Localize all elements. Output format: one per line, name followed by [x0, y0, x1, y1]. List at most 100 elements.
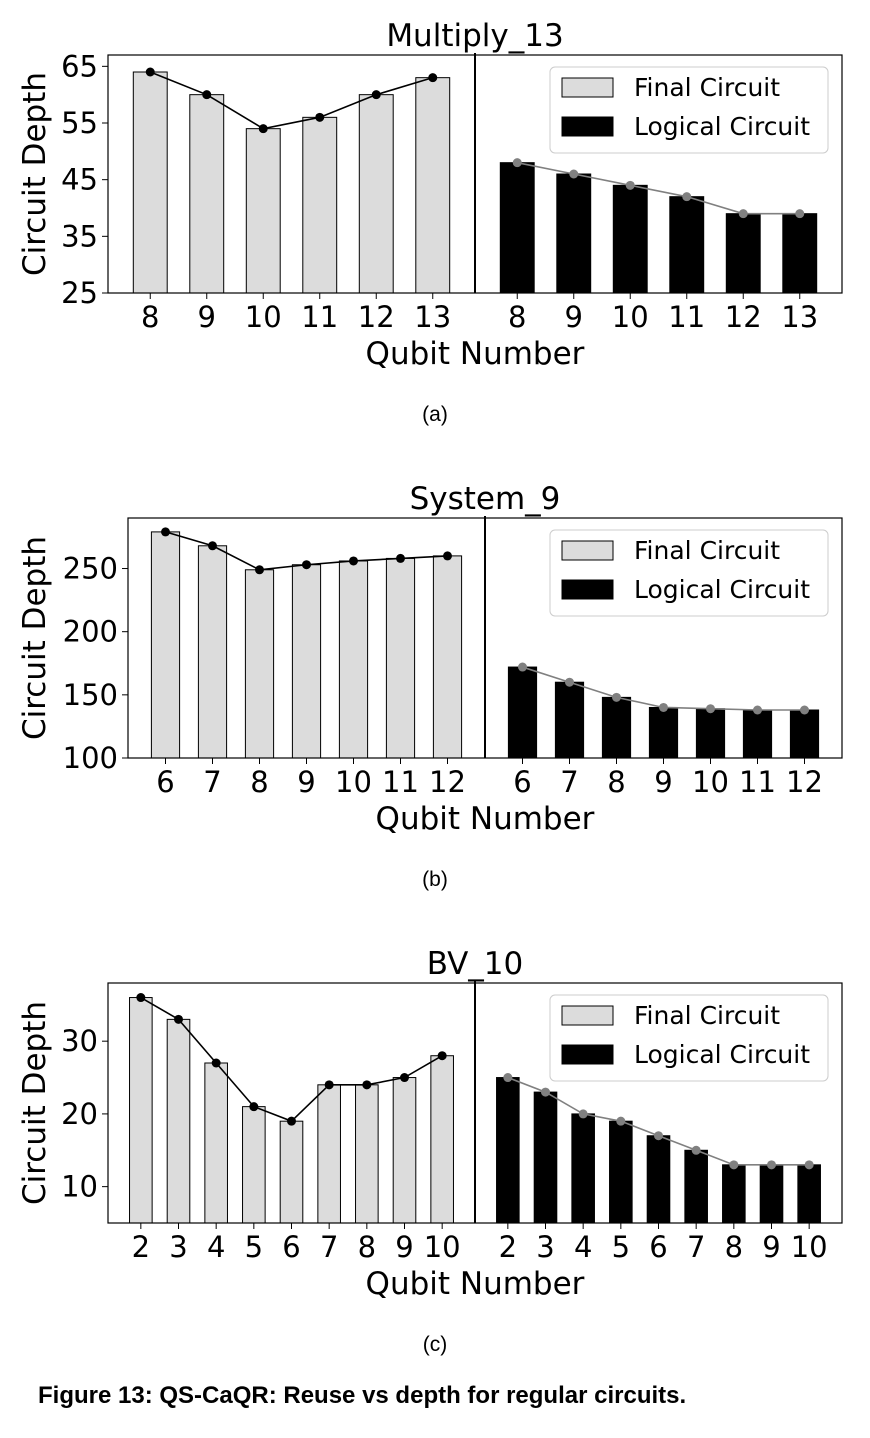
bar-final-11: [302, 116, 338, 294]
bar-logical-4: [571, 1113, 595, 1224]
bar-final-8: [355, 1084, 379, 1224]
y-tick-label: 150: [63, 678, 118, 712]
data-point-logical-8: [729, 1160, 739, 1170]
bar-logical-7: [684, 1149, 708, 1224]
bar-final-10: [430, 1055, 454, 1224]
x-tick-label: 13: [414, 300, 451, 334]
x-tick-label: 11: [739, 765, 776, 799]
data-point-final-13: [428, 73, 438, 83]
bar-logical-6: [646, 1135, 671, 1224]
bar-logical-8: [601, 696, 632, 759]
data-point-logical-12: [800, 705, 809, 715]
data-point-logical-5: [616, 1116, 626, 1126]
bar-final-5: [242, 1106, 266, 1224]
x-tick-label: 11: [668, 300, 705, 334]
x-tick-label: 10: [791, 1230, 828, 1264]
bar-final-3: [166, 1018, 191, 1224]
data-point-logical-7: [565, 677, 574, 687]
bar-final-13: [415, 77, 451, 294]
bar-logical-9: [759, 1164, 784, 1224]
x-axis-label: Qubit Number: [376, 801, 595, 837]
bar-logical-11: [742, 709, 773, 759]
bar-final-9: [291, 564, 322, 759]
bar-final-7: [197, 545, 228, 759]
x-tick-label: 4: [207, 1230, 225, 1264]
data-point-logical-12: [738, 209, 748, 219]
y-tick-label: 45: [61, 163, 98, 197]
x-tick-label: 9: [395, 1230, 413, 1264]
legend-swatch-final: [561, 540, 614, 561]
data-point-logical-10: [804, 1160, 814, 1170]
bar-logical-10: [612, 184, 648, 294]
x-tick-label: 5: [612, 1230, 630, 1264]
x-axis-label: Qubit Number: [366, 1266, 585, 1302]
bar-final-8: [132, 71, 168, 294]
legend-label-logical: Logical Circuit: [634, 112, 810, 141]
x-tick-label: 7: [203, 765, 221, 799]
y-tick-label: 20: [61, 1097, 98, 1131]
x-tick-label: 10: [692, 765, 729, 799]
bar-final-12: [432, 555, 463, 759]
data-point-final-12: [371, 90, 381, 100]
bar-logical-8: [499, 162, 535, 294]
x-tick-label: 10: [612, 300, 649, 334]
data-point-final-9: [400, 1073, 409, 1083]
legend-label-logical: Logical Circuit: [634, 1040, 810, 1069]
legend-box: [549, 994, 829, 1082]
data-point-logical-8: [512, 158, 522, 168]
legend-label-logical: Logical Circuit: [634, 575, 810, 604]
bar-logical-9: [648, 706, 679, 759]
x-tick-label: 9: [297, 765, 315, 799]
x-tick-label: 7: [560, 765, 578, 799]
x-tick-label: 2: [132, 1230, 150, 1264]
data-point-logical-9: [659, 702, 668, 712]
bar-logical-5: [609, 1120, 633, 1224]
bar-final-2: [129, 997, 153, 1224]
x-tick-label: 2: [499, 1230, 517, 1264]
x-tick-label: 8: [141, 300, 159, 334]
x-tick-label: 10: [335, 765, 372, 799]
data-point-final-10: [349, 556, 358, 566]
bar-logical-12: [789, 709, 820, 759]
data-point-logical-6: [654, 1131, 663, 1141]
chart-bv-10: BV_10 2 3 4 5 6 7 8 9 10 2 3 4 5 6 7 8 9 10 10 20 30 Qubit Num…: [0, 930, 870, 1330]
y-tick-label: 65: [61, 49, 98, 83]
data-point-final-8: [255, 565, 264, 575]
x-tick-label: 13: [781, 300, 818, 334]
data-point-logical-3: [541, 1087, 550, 1097]
data-point-final-3: [174, 1014, 183, 1024]
bar-final-8: [244, 569, 275, 759]
legend-label-final: Final Circuit: [634, 1001, 780, 1030]
bar-final-12: [358, 94, 394, 294]
x-tick-label: 6: [513, 765, 531, 799]
x-tick-label: 12: [429, 765, 466, 799]
chart-title: BV_10: [427, 946, 523, 982]
y-axis-label: Circuit Depth: [17, 72, 53, 276]
bar-final-11: [385, 557, 416, 759]
y-tick-label: 200: [63, 615, 118, 649]
data-point-logical-2: [503, 1073, 513, 1083]
series-line-logical: [517, 161, 800, 215]
legend: Final Circuit Logical Circuit: [549, 66, 829, 154]
data-point-final-9: [302, 560, 311, 570]
bar-final-4: [204, 1062, 228, 1224]
x-tick-label: 3: [536, 1230, 554, 1264]
data-point-final-11: [396, 553, 405, 563]
x-tick-label: 9: [654, 765, 672, 799]
legend-swatch-logical: [561, 1044, 614, 1065]
x-tick-label: 6: [649, 1230, 667, 1264]
x-tick-label: 10: [424, 1230, 461, 1264]
bar-logical-9: [556, 173, 592, 294]
legend-swatch-final: [561, 1005, 614, 1026]
data-point-final-2: [136, 993, 146, 1003]
figure-caption: Figure 13: QS-CaQR: Reuse vs depth for r…: [38, 1382, 687, 1409]
legend: Final Circuit Logical Circuit: [549, 529, 829, 617]
bar-logical-7: [554, 681, 585, 759]
data-point-logical-11: [753, 705, 762, 715]
y-tick-label: 35: [61, 219, 98, 253]
x-tick-label: 3: [169, 1230, 187, 1264]
legend-box: [549, 529, 829, 617]
subcaption-a: (a): [422, 403, 448, 426]
series-line-final: [149, 71, 433, 130]
